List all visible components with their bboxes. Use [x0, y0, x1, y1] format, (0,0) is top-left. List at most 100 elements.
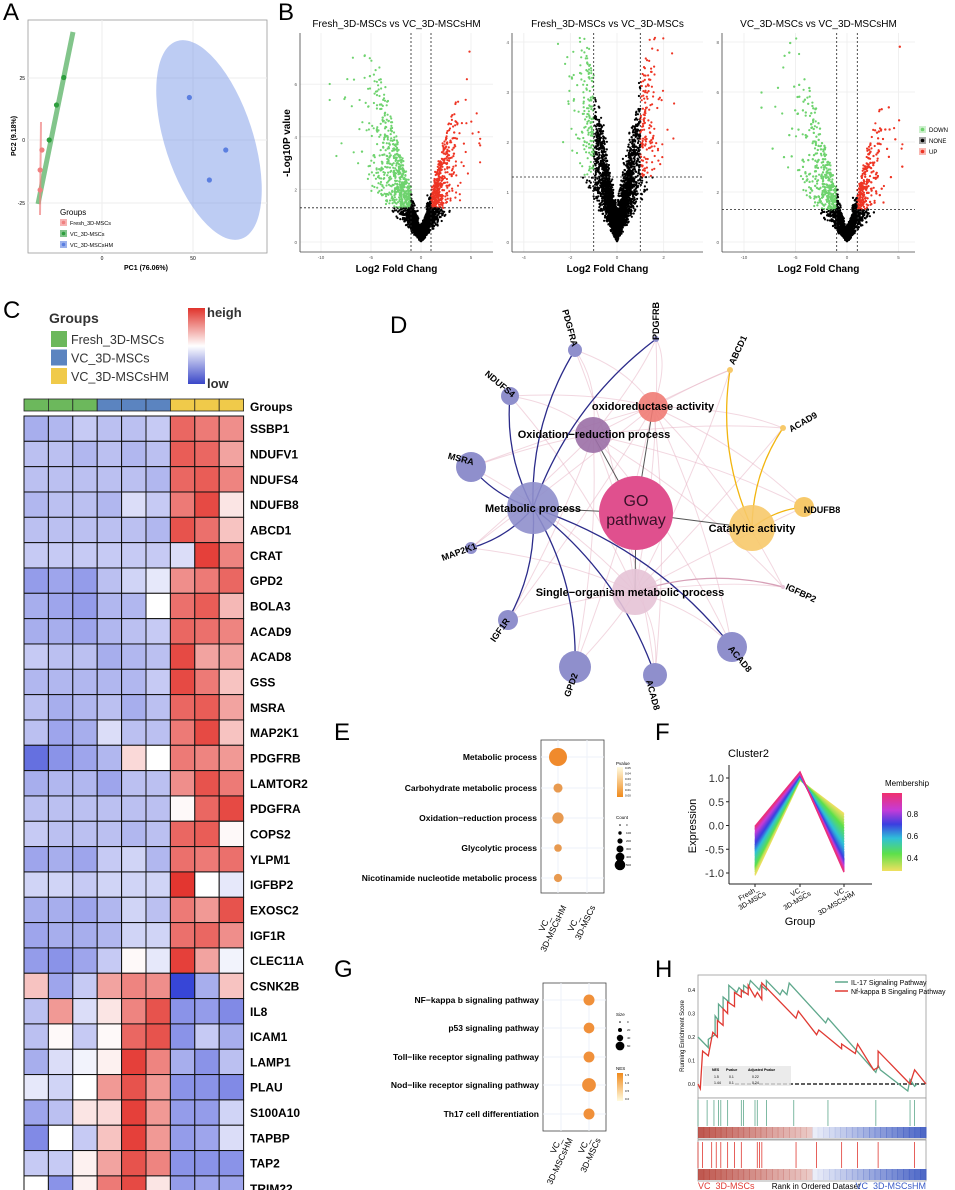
volcano-point-down [377, 182, 380, 185]
volcano-point-up [452, 152, 455, 155]
volcano-point-down [368, 57, 371, 60]
panel-label-b: B [278, 0, 294, 26]
volcano-point-up [673, 102, 676, 105]
volcano-point-down [394, 145, 397, 148]
volcano-point-down [582, 96, 586, 99]
volcano-point-down [387, 119, 390, 122]
volcano-point-none [418, 233, 421, 236]
volcano-point-down [379, 133, 382, 136]
volcano-point-down [373, 185, 376, 189]
volcano-point-none [636, 141, 640, 145]
volcano-point-down [367, 128, 370, 131]
volcano-point-down [383, 114, 386, 117]
volcano-point-down [371, 184, 374, 187]
volcano-point-up [440, 185, 443, 188]
volcano-point-down [396, 153, 399, 156]
volcano-point-down [388, 176, 391, 179]
volcano-point-up [452, 165, 455, 168]
volcano-point-up [645, 95, 648, 98]
volcano-point-none [634, 113, 638, 116]
volcano-point-up [653, 167, 656, 170]
volcano-point-up [640, 84, 643, 88]
volcano-point-down [401, 169, 404, 172]
volcano-point-down [587, 76, 590, 79]
volcano-point-down [403, 177, 406, 180]
pca-xtick: 0 [101, 256, 104, 262]
volcano-point-down [382, 186, 385, 189]
volcano-point-down [401, 203, 404, 206]
volcano-point-down [374, 177, 377, 180]
volcano-point-up [643, 167, 647, 170]
volcano-point-down [360, 150, 364, 153]
volcano-point-down [386, 155, 389, 158]
volcano-point-down [586, 57, 589, 60]
volcano-point-up [455, 174, 458, 177]
volcano-point-up [449, 122, 453, 126]
volcano-point-down [340, 142, 343, 145]
volcano-point-down [384, 121, 387, 124]
volcano-point-down [579, 162, 582, 165]
volcano-point-down [375, 168, 378, 171]
pca-point [37, 187, 43, 193]
volcano-point-down [398, 167, 401, 170]
volcano-point-down [383, 93, 386, 96]
volcano-point-none [594, 164, 597, 167]
volcano-point-down [391, 139, 394, 142]
volcano-point-down [378, 94, 381, 98]
volcano-point-none [426, 232, 429, 235]
volcano-point-down [376, 143, 379, 146]
volcano-point-down [583, 37, 586, 41]
volcano-point-down [387, 147, 391, 150]
volcano-point-down [404, 174, 407, 177]
volcano-point-down [388, 199, 392, 202]
volcano-point-none [594, 111, 597, 114]
y-tick-label: 0 [506, 240, 509, 245]
volcano-point-up [648, 38, 651, 41]
volcano-point-down [370, 134, 373, 138]
pca-point [61, 74, 67, 81]
volcano-point-down [388, 166, 392, 169]
volcano-point-down [587, 107, 590, 110]
volcano-point-down [375, 104, 379, 107]
volcano-point-down [580, 49, 583, 52]
volcano-point-down [394, 153, 397, 156]
volcano-point-none [627, 161, 630, 164]
volcano-point-none [586, 179, 589, 182]
volcano-point-down [379, 122, 382, 125]
legend-marker [920, 138, 925, 143]
volcano-point-none [420, 236, 423, 239]
volcano-point-up [441, 194, 444, 197]
volcano-point-down [587, 169, 591, 172]
volcano-point-down [383, 177, 386, 180]
volcano-point-none [416, 226, 419, 229]
volcano-point-none [431, 227, 434, 230]
volcano-point-down [382, 97, 386, 100]
x-tick-label: 0 [420, 255, 423, 260]
volcano-point-none [632, 131, 635, 134]
volcano-point-up [454, 164, 457, 167]
volcano-point-up [448, 150, 451, 153]
volcano-point-up [440, 161, 443, 164]
volcano-point-down [588, 68, 591, 71]
volcano-point-up [653, 73, 656, 76]
volcano-point-down [389, 139, 392, 142]
volcano-point-up [478, 142, 481, 145]
volcano-point-down [579, 64, 582, 67]
volcano-point-down [567, 102, 570, 105]
volcano-point-up [450, 174, 453, 177]
volcano-point-up [460, 122, 463, 125]
volcano-point-up [445, 145, 448, 148]
volcano-point-none [585, 181, 588, 184]
volcano-point-up [479, 144, 482, 147]
volcano-point-none [426, 194, 429, 197]
pca-ytick: 25 [19, 76, 25, 82]
volcano-point-down [378, 135, 381, 138]
volcano-point-none [444, 213, 447, 216]
volcano-point-none [630, 136, 633, 139]
volcano-point-up [454, 160, 457, 163]
volcano-point-down [346, 78, 349, 81]
volcano-point-up [437, 203, 441, 206]
volcano-point-none [439, 209, 442, 212]
volcano-point-down [398, 183, 401, 186]
volcano-point-up [649, 174, 653, 177]
